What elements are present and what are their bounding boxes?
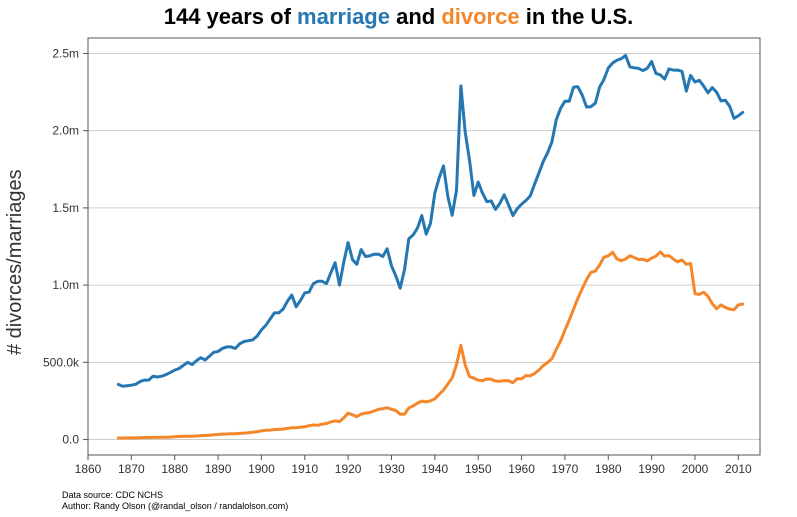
x-tick-label: 1860 bbox=[75, 462, 102, 476]
divorce-series-line bbox=[116, 250, 745, 440]
y-tick-label: 0.0 bbox=[62, 433, 79, 447]
x-tick-label: 1950 bbox=[465, 462, 492, 476]
x-tick-label: 1940 bbox=[421, 462, 448, 476]
x-tick-label: 2010 bbox=[725, 462, 752, 476]
x-tick-label: 1890 bbox=[205, 462, 232, 476]
y-tick-label: 500.0k bbox=[43, 355, 80, 369]
title-part-2: and bbox=[389, 4, 442, 29]
title-marriage-word: marriage bbox=[297, 4, 390, 29]
x-tick-label: 1970 bbox=[552, 462, 579, 476]
x-tick-label: 1920 bbox=[335, 462, 362, 476]
author-note: Author: Randy Olson (@randal_olson / ran… bbox=[62, 501, 289, 511]
y-tick-label: 1.0m bbox=[52, 278, 79, 292]
x-tick-label: 1980 bbox=[595, 462, 622, 476]
x-tick-label: 1900 bbox=[248, 462, 275, 476]
marriage-series-line bbox=[116, 54, 745, 388]
title-part-3: in the U.S. bbox=[519, 4, 634, 29]
chart-title: 144 years of marriage and divorce in the… bbox=[0, 4, 797, 30]
title-part-1: 144 years of bbox=[163, 4, 298, 29]
y-tick-label: 1.5m bbox=[52, 201, 79, 215]
y-axis-ticks: 0.0 500.0k 1.0m 1.5m 2.0m 2.5m bbox=[43, 46, 88, 447]
footer-credits: Data source: CDC NCHS Author: Randy Olso… bbox=[62, 490, 288, 512]
x-tick-label: 2000 bbox=[682, 462, 709, 476]
y-tick-label: 2.0m bbox=[52, 124, 79, 138]
x-tick-label: 1880 bbox=[161, 462, 188, 476]
x-axis-ticks: 1860 1870 1880 1890 1900 1910 1920 1930 1940 1950… bbox=[75, 455, 752, 476]
x-tick-label: 1930 bbox=[378, 462, 405, 476]
plot-frame bbox=[87, 37, 761, 456]
x-tick-label: 1990 bbox=[638, 462, 665, 476]
x-tick-label: 1910 bbox=[291, 462, 318, 476]
gridlines bbox=[88, 52, 760, 441]
data-source-note: Data source: CDC NCHS bbox=[62, 490, 164, 500]
series-lines bbox=[116, 54, 745, 440]
x-tick-label: 1960 bbox=[508, 462, 535, 476]
y-tick-label: 2.5m bbox=[52, 46, 79, 60]
title-divorce-word: divorce bbox=[441, 4, 520, 29]
x-tick-label: 1870 bbox=[118, 462, 145, 476]
